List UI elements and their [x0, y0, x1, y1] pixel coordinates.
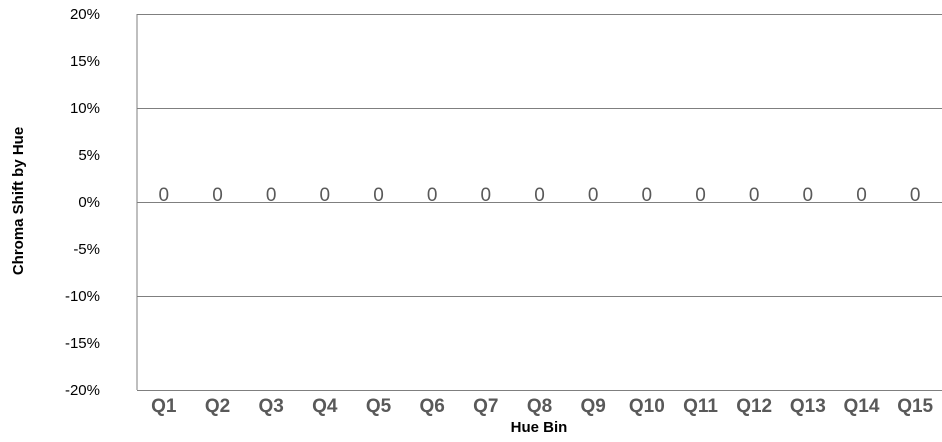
data-label: 0 [212, 185, 223, 206]
data-label: 0 [803, 185, 814, 206]
x-tick-label-q13: Q13 [790, 396, 826, 417]
x-tick-label-q14: Q14 [844, 396, 880, 417]
data-label: 0 [910, 185, 921, 206]
data-label: 0 [373, 185, 384, 206]
y-tick-labels: -20% -15% -10% -5% 0% 5% 10% 15% 20% [65, 6, 100, 399]
x-tick-label-q5: Q5 [366, 396, 392, 417]
data-label: 0 [588, 185, 599, 206]
data-label: 0 [695, 185, 706, 206]
data-label: 0 [266, 185, 277, 206]
data-label: 0 [642, 185, 653, 206]
data-label: 0 [856, 185, 867, 206]
x-tick-labels: Q1 Q2 Q3 Q4 Q5 Q6 Q7 Q8 Q9 Q10 Q11 Q12 Q13 Q14 Q15 [151, 396, 933, 417]
x-tick-label-q4: Q4 [312, 396, 338, 417]
gridlines [136, 14, 942, 391]
y-tick-label: 10% [70, 100, 100, 117]
data-label: 0 [320, 185, 331, 206]
data-label: 0 [159, 185, 170, 206]
x-tick-label-q3: Q3 [258, 396, 283, 417]
y-tick-label: 15% [70, 53, 100, 70]
x-tick-label-q15: Q15 [897, 396, 933, 417]
y-tick-label: 0% [78, 194, 100, 211]
data-label: 0 [749, 185, 760, 206]
data-labels: 0 0 0 0 0 0 0 0 0 0 0 0 0 0 0 [159, 185, 921, 206]
x-tick-label-q8: Q8 [527, 396, 552, 417]
y-tick-label: 5% [78, 147, 100, 164]
x-tick-label-q11: Q11 [683, 396, 718, 417]
x-tick-label-q6: Q6 [419, 396, 444, 417]
y-tick-label: -10% [65, 288, 100, 305]
x-tick-label-q7: Q7 [473, 396, 498, 417]
x-tick-label-q1: Q1 [151, 396, 177, 417]
y-tick-label: -5% [73, 241, 100, 258]
y-tick-label: 20% [70, 6, 100, 23]
y-tick-label: -15% [65, 335, 100, 352]
bars [144, 201, 936, 389]
y-axis-title: Chroma Shift by Hue [10, 127, 27, 275]
x-tick-label-q9: Q9 [580, 396, 605, 417]
x-tick-label-q12: Q12 [736, 396, 772, 417]
data-label: 0 [427, 185, 438, 206]
x-tick-label-q2: Q2 [205, 396, 230, 417]
data-label: 0 [481, 185, 492, 206]
data-label: 0 [534, 185, 545, 206]
x-axis-title: Hue Bin [511, 419, 568, 436]
y-tick-label: -20% [65, 382, 100, 399]
x-tick-label-q10: Q10 [629, 396, 665, 417]
